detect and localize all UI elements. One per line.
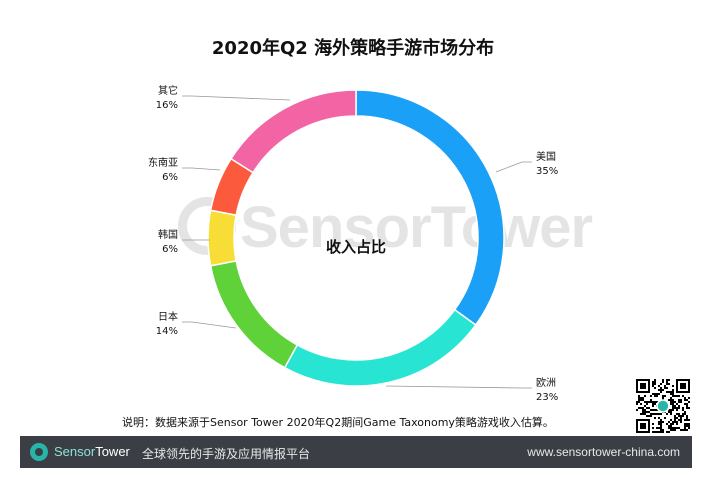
slice-value-label: 6%: [162, 172, 178, 183]
leader-line-2: [182, 321, 237, 329]
slice-category-label: 其它: [158, 84, 178, 97]
footer-bar: SensorTower 全球领先的手游及应用情报平台 www.sensortow…: [20, 436, 692, 468]
slice-category-label: 美国: [536, 150, 556, 163]
slice-value-label: 6%: [162, 244, 178, 255]
slice-category-label: 韩国: [158, 228, 178, 241]
footer-url[interactable]: www.sensortower-china.com: [527, 445, 680, 459]
donut-slice-3: [207, 209, 238, 267]
leader-line-5: [182, 95, 291, 101]
slice-category-label: 欧洲: [536, 377, 556, 389]
leader-line-0: [495, 161, 532, 173]
footer-tagline: 全球领先的手游及应用情报平台: [142, 447, 311, 461]
slice-value-label: 35%: [536, 166, 558, 177]
leader-line-4: [182, 167, 221, 171]
slice-value-label: 14%: [156, 326, 178, 337]
slice-value-label: 23%: [536, 392, 558, 403]
donut-slice-5: [230, 89, 357, 174]
footer-brand: SensorTower: [54, 444, 130, 459]
chart-title: 2020年Q2 海外策略手游市场分布: [211, 38, 495, 59]
donut-slice-0: [355, 89, 505, 327]
slice-category-label: 日本: [158, 310, 178, 323]
slice-category-label: 东南亚: [148, 156, 178, 169]
donut-center-label: 收入占比: [325, 238, 386, 256]
sensortower-logo-icon: [30, 443, 48, 461]
watermark-text: SensorTower: [240, 195, 593, 260]
donut-slice-2: [209, 259, 299, 369]
source-note: 说明：数据来源于Sensor Tower 2020年Q2期间Game Taxon…: [122, 416, 554, 429]
slice-value-label: 16%: [156, 100, 178, 111]
qr-code-icon: [636, 379, 690, 433]
leader-line-1: [385, 385, 532, 389]
donut-slice-1: [283, 308, 477, 387]
